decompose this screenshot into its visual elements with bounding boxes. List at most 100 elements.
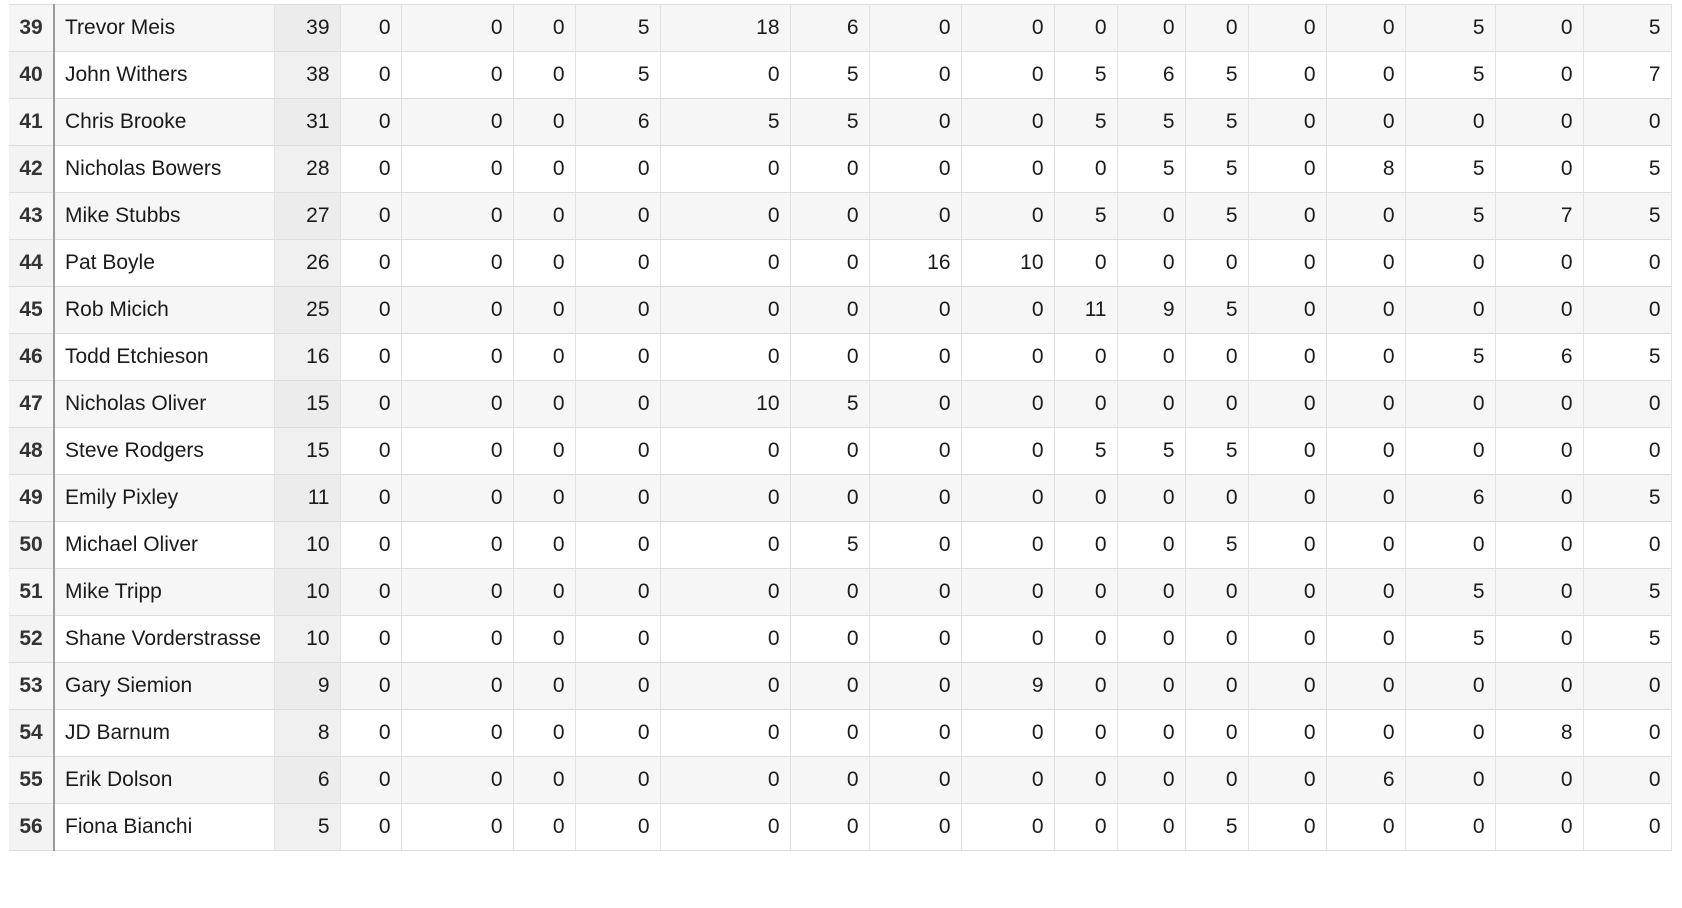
score-cell[interactable]: 0: [575, 145, 661, 193]
score-cell[interactable]: 0: [1405, 756, 1496, 804]
score-cell[interactable]: 0: [1583, 756, 1672, 804]
score-cell[interactable]: 0: [1405, 709, 1496, 757]
score-cell[interactable]: 5: [1405, 333, 1496, 381]
score-cell[interactable]: 0: [1117, 4, 1186, 52]
name-cell[interactable]: Todd Etchieson: [54, 333, 275, 381]
score-cell[interactable]: 0: [1117, 333, 1186, 381]
score-cell[interactable]: 0: [790, 709, 870, 757]
score-cell[interactable]: 0: [575, 239, 661, 287]
score-cell[interactable]: 0: [1054, 380, 1118, 428]
score-cell[interactable]: 0: [1326, 98, 1406, 146]
score-cell[interactable]: 0: [869, 427, 962, 475]
score-cell[interactable]: 5: [1117, 145, 1186, 193]
name-cell[interactable]: Trevor Meis: [54, 4, 275, 52]
score-cell[interactable]: 0: [1583, 380, 1672, 428]
score-cell[interactable]: 0: [513, 615, 576, 663]
row-header[interactable]: 55: [9, 756, 55, 804]
total-cell[interactable]: 28: [274, 145, 341, 193]
score-cell[interactable]: 0: [1117, 709, 1186, 757]
score-cell[interactable]: 5: [1185, 145, 1249, 193]
score-cell[interactable]: 0: [869, 286, 962, 334]
score-cell[interactable]: 0: [1495, 380, 1584, 428]
score-cell[interactable]: 0: [869, 474, 962, 522]
score-cell[interactable]: 8: [1326, 145, 1406, 193]
score-cell[interactable]: 0: [869, 380, 962, 428]
row-header[interactable]: 51: [9, 568, 55, 616]
total-cell[interactable]: 39: [274, 4, 341, 52]
score-cell[interactable]: 0: [961, 192, 1055, 240]
score-cell[interactable]: 0: [575, 803, 661, 851]
score-cell[interactable]: 0: [575, 615, 661, 663]
score-cell[interactable]: 0: [869, 98, 962, 146]
score-cell[interactable]: 0: [1326, 380, 1406, 428]
score-cell[interactable]: 0: [513, 803, 576, 851]
score-cell[interactable]: 0: [1248, 98, 1327, 146]
score-cell[interactable]: 0: [1248, 568, 1327, 616]
score-cell[interactable]: 6: [1326, 756, 1406, 804]
score-cell[interactable]: 0: [1495, 615, 1584, 663]
score-cell[interactable]: 0: [340, 380, 402, 428]
score-cell[interactable]: 0: [1326, 803, 1406, 851]
score-cell[interactable]: 0: [401, 756, 514, 804]
score-cell[interactable]: 0: [1583, 239, 1672, 287]
score-cell[interactable]: 0: [1185, 239, 1249, 287]
score-cell[interactable]: 0: [1495, 98, 1584, 146]
score-cell[interactable]: 0: [575, 756, 661, 804]
score-cell[interactable]: 0: [340, 51, 402, 99]
score-cell[interactable]: 0: [1185, 333, 1249, 381]
score-cell[interactable]: 0: [790, 615, 870, 663]
score-cell[interactable]: 6: [1495, 333, 1584, 381]
score-cell[interactable]: 9: [961, 662, 1055, 710]
row-header[interactable]: 41: [9, 98, 55, 146]
score-cell[interactable]: 0: [961, 51, 1055, 99]
score-cell[interactable]: 6: [1117, 51, 1186, 99]
score-cell[interactable]: 0: [401, 192, 514, 240]
score-cell[interactable]: 0: [1117, 615, 1186, 663]
score-cell[interactable]: 0: [1117, 239, 1186, 287]
score-cell[interactable]: 0: [961, 521, 1055, 569]
score-cell[interactable]: 0: [1185, 380, 1249, 428]
score-cell[interactable]: 0: [1326, 709, 1406, 757]
score-cell[interactable]: 0: [1248, 4, 1327, 52]
score-cell[interactable]: 0: [401, 662, 514, 710]
score-cell[interactable]: 0: [401, 568, 514, 616]
score-cell[interactable]: 5: [1185, 286, 1249, 334]
score-cell[interactable]: 0: [1495, 803, 1584, 851]
score-cell[interactable]: 0: [790, 427, 870, 475]
score-cell[interactable]: 0: [1054, 803, 1118, 851]
score-cell[interactable]: 0: [660, 521, 791, 569]
score-cell[interactable]: 0: [1248, 709, 1327, 757]
score-cell[interactable]: 0: [1326, 615, 1406, 663]
score-cell[interactable]: 0: [1405, 380, 1496, 428]
score-cell[interactable]: 5: [1583, 145, 1672, 193]
name-cell[interactable]: Gary Siemion: [54, 662, 275, 710]
score-cell[interactable]: 0: [1054, 521, 1118, 569]
score-cell[interactable]: 0: [575, 192, 661, 240]
score-cell[interactable]: 0: [1326, 286, 1406, 334]
score-cell[interactable]: 5: [1405, 51, 1496, 99]
score-cell[interactable]: 7: [1583, 51, 1672, 99]
score-cell[interactable]: 0: [1583, 803, 1672, 851]
score-cell[interactable]: 0: [1054, 474, 1118, 522]
score-cell[interactable]: 0: [961, 286, 1055, 334]
score-cell[interactable]: 0: [340, 568, 402, 616]
score-cell[interactable]: 5: [1583, 333, 1672, 381]
score-cell[interactable]: 0: [869, 333, 962, 381]
score-cell[interactable]: 0: [513, 239, 576, 287]
score-cell[interactable]: 0: [575, 709, 661, 757]
score-cell[interactable]: 0: [1405, 521, 1496, 569]
score-cell[interactable]: 0: [1405, 98, 1496, 146]
score-cell[interactable]: 0: [1117, 474, 1186, 522]
score-cell[interactable]: 0: [869, 145, 962, 193]
score-cell[interactable]: 0: [790, 286, 870, 334]
score-cell[interactable]: 0: [1405, 239, 1496, 287]
score-cell[interactable]: 0: [1583, 286, 1672, 334]
score-cell[interactable]: 5: [1583, 474, 1672, 522]
row-header[interactable]: 45: [9, 286, 55, 334]
score-cell[interactable]: 0: [1583, 98, 1672, 146]
score-cell[interactable]: 0: [961, 4, 1055, 52]
total-cell[interactable]: 9: [274, 662, 341, 710]
score-cell[interactable]: 0: [790, 474, 870, 522]
name-cell[interactable]: Chris Brooke: [54, 98, 275, 146]
name-cell[interactable]: Erik Dolson: [54, 756, 275, 804]
